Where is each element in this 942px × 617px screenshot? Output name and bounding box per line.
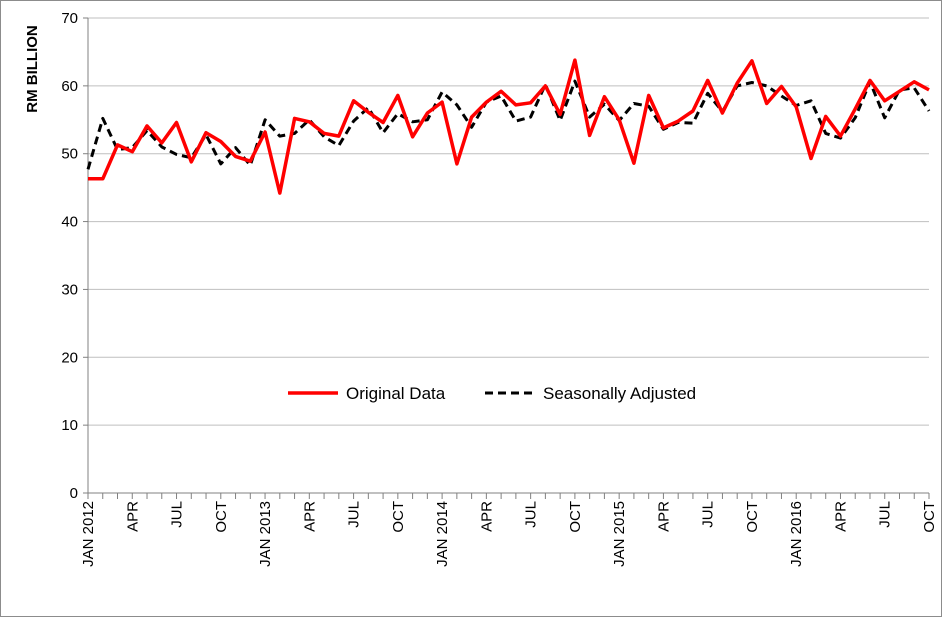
series-lines	[86, 58, 931, 195]
y-tick-label: 0	[70, 485, 78, 502]
x-tick-label: JAN 2016	[788, 501, 805, 567]
legend: Original Data Seasonally Adjusted	[288, 384, 696, 403]
x-tick-label: JAN 2015	[611, 501, 628, 567]
x-tick-label: OCT	[390, 501, 407, 533]
x-axis-ticks: JAN 2012 APR JUL OCT JAN 2013 APR JUL OCT JAN 20…	[80, 493, 938, 567]
x-tick-label: JUL	[700, 501, 717, 528]
x-tick-label: OCT	[921, 501, 938, 533]
y-tick-label: 60	[61, 78, 78, 95]
y-axis-ticks: 0 10 20 30 40 50 60 70	[61, 10, 88, 502]
y-tick-label: 30	[61, 281, 78, 298]
x-tick-label: OCT	[567, 501, 584, 533]
x-tick-label: APR	[478, 501, 495, 532]
x-tick-label: JAN 2013	[257, 501, 274, 567]
x-tick-label: JAN 2014	[434, 501, 451, 567]
y-tick-label: 20	[61, 349, 78, 366]
x-tick-label: JUL	[169, 501, 186, 528]
x-tick-label: APR	[124, 501, 141, 532]
x-tick-label: JUL	[523, 501, 540, 528]
y-axis-label: RM BILLION	[24, 25, 41, 113]
y-tick-label: 70	[61, 10, 78, 27]
legend-label: Seasonally Adjusted	[543, 384, 696, 403]
x-tick-label: OCT	[744, 501, 761, 533]
series-line-seasonally-adjusted	[86, 79, 931, 170]
y-tick-label: 10	[61, 417, 78, 434]
y-tick-label: 50	[61, 146, 78, 163]
legend-label: Original Data	[346, 384, 446, 403]
x-tick-label: JAN 2012	[80, 501, 97, 567]
x-tick-label: APR	[301, 501, 318, 532]
x-tick-label: JUL	[346, 501, 363, 528]
gridlines	[88, 17, 929, 426]
x-tick-label: APR	[832, 501, 849, 532]
x-tick-label: APR	[655, 501, 672, 532]
series-line-original-data	[88, 58, 930, 195]
x-tick-label: OCT	[213, 501, 230, 533]
x-tick-label: JUL	[877, 501, 894, 528]
y-tick-label: 40	[61, 214, 78, 231]
axes	[87, 18, 929, 494]
